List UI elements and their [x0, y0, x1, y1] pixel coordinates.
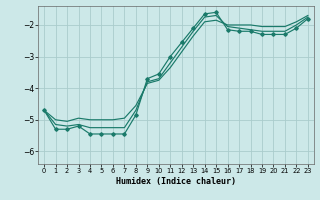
- X-axis label: Humidex (Indice chaleur): Humidex (Indice chaleur): [116, 177, 236, 186]
